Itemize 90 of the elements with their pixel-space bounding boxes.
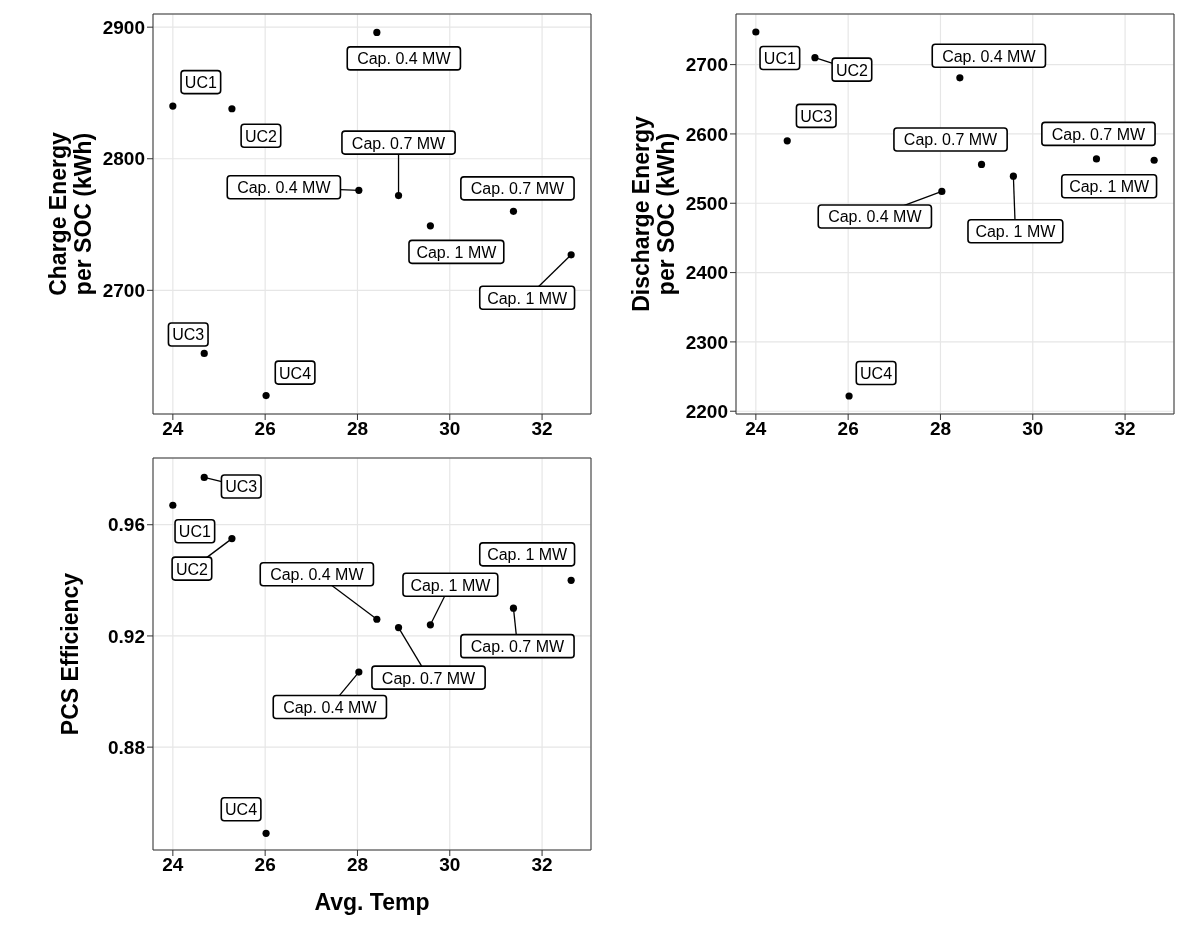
y-tick-label: 0.88 xyxy=(108,736,145,758)
point xyxy=(355,668,363,676)
annotation: Cap. 0.7 MW xyxy=(903,131,999,149)
point xyxy=(373,615,381,623)
x-tick-label: 24 xyxy=(162,854,184,876)
annotation: Cap. 0.7 MW xyxy=(351,134,447,152)
point xyxy=(262,829,270,837)
annotation: Cap. 1 MW xyxy=(410,576,492,594)
y-tick-label: 2700 xyxy=(102,280,145,302)
point xyxy=(169,102,177,110)
point xyxy=(394,191,403,200)
x-tick-label: 28 xyxy=(346,418,369,440)
annotation: Cap. 1 MW xyxy=(416,243,498,261)
x-tick-label: 28 xyxy=(346,854,369,876)
annotation: Cap. 0.4 MW xyxy=(942,47,1037,65)
x-tick-label: 30 xyxy=(439,418,461,440)
point xyxy=(1092,155,1101,163)
x-tick-label: 28 xyxy=(929,418,952,440)
y-axis-title: PCS Efficiency xyxy=(57,572,83,736)
annotation: Cap. 1 MW xyxy=(1069,178,1151,196)
x-tick-label: 26 xyxy=(837,418,859,440)
annotation: UC2 xyxy=(835,61,869,79)
point xyxy=(752,28,760,36)
point xyxy=(426,621,434,629)
point xyxy=(567,251,575,259)
x-tick-label: 32 xyxy=(531,418,553,440)
annotation: UC3 xyxy=(225,478,258,496)
annotation: Cap. 1 MW xyxy=(487,289,569,307)
annotation: UC4 xyxy=(225,801,258,819)
x-tick-label: 32 xyxy=(531,854,553,876)
y-tick-label: 2400 xyxy=(685,262,728,284)
point xyxy=(567,576,575,584)
point xyxy=(845,392,853,400)
point xyxy=(394,623,403,632)
annotation: Cap. 1 MW xyxy=(487,546,569,564)
point xyxy=(956,74,964,82)
annotation: Cap. 0.4 MW xyxy=(270,566,365,584)
y-tick-label: 2500 xyxy=(685,193,728,214)
annotation: Cap. 0.4 MW xyxy=(283,699,378,717)
point xyxy=(783,137,791,145)
point xyxy=(355,186,363,194)
y-tick-label: 2300 xyxy=(685,331,728,353)
annotation: UC4 xyxy=(279,364,312,382)
annotation: Cap. 0.7 MW xyxy=(470,638,566,656)
annotation: UC4 xyxy=(860,364,893,382)
annotation: Cap. 0.4 MW xyxy=(237,179,332,197)
x-tick-label: 26 xyxy=(254,418,276,440)
point xyxy=(169,501,177,509)
annotation: UC2 xyxy=(244,127,278,145)
point xyxy=(509,207,518,215)
point xyxy=(200,349,208,358)
annotation: UC2 xyxy=(175,560,209,578)
x-tick-label: 24 xyxy=(162,418,184,440)
y-tick-label: 2900 xyxy=(102,16,145,38)
y-tick-label: 2800 xyxy=(102,148,145,170)
annotation: UC3 xyxy=(172,326,205,344)
annotation: Cap. 0.4 MW xyxy=(828,208,923,226)
x-tick-label: 30 xyxy=(1022,418,1044,440)
annotation: UC1 xyxy=(178,523,211,541)
y-tick-label: 2200 xyxy=(685,400,728,422)
point xyxy=(228,535,236,543)
point xyxy=(200,473,208,482)
point xyxy=(1150,156,1158,164)
point xyxy=(1009,172,1017,180)
y-tick-label: 2600 xyxy=(685,123,728,145)
point xyxy=(228,105,236,113)
annotation: Cap. 0.7 MW xyxy=(1051,125,1147,143)
x-tick-label: 30 xyxy=(439,854,461,876)
point xyxy=(262,391,270,400)
annotation: Cap. 1 MW xyxy=(975,223,1057,241)
y-tick-label: 0.92 xyxy=(108,625,145,647)
y-axis-title: Charge Energy per SOC (kWh) xyxy=(44,131,96,296)
annotation: Cap. 0.7 MW xyxy=(470,180,566,198)
point xyxy=(426,222,434,230)
y-tick-label: 2700 xyxy=(685,54,728,76)
point xyxy=(509,604,518,612)
x-tick-label: 26 xyxy=(254,854,276,876)
x-axis-title: Avg. Temp xyxy=(314,889,430,915)
point xyxy=(373,28,381,37)
y-tick-label: 0.96 xyxy=(108,514,145,536)
x-tick-label: 32 xyxy=(1114,418,1136,440)
annotation: UC3 xyxy=(800,107,833,125)
point xyxy=(811,54,819,62)
annotation: UC1 xyxy=(184,74,217,92)
annotation: UC1 xyxy=(763,50,796,68)
annotation: Cap. 0.7 MW xyxy=(381,669,477,687)
x-tick-label: 24 xyxy=(745,418,767,440)
y-axis-title: Discharge Energy per SOC (kWh) xyxy=(627,116,679,312)
annotation: Cap. 0.4 MW xyxy=(357,50,452,68)
point xyxy=(977,160,986,169)
